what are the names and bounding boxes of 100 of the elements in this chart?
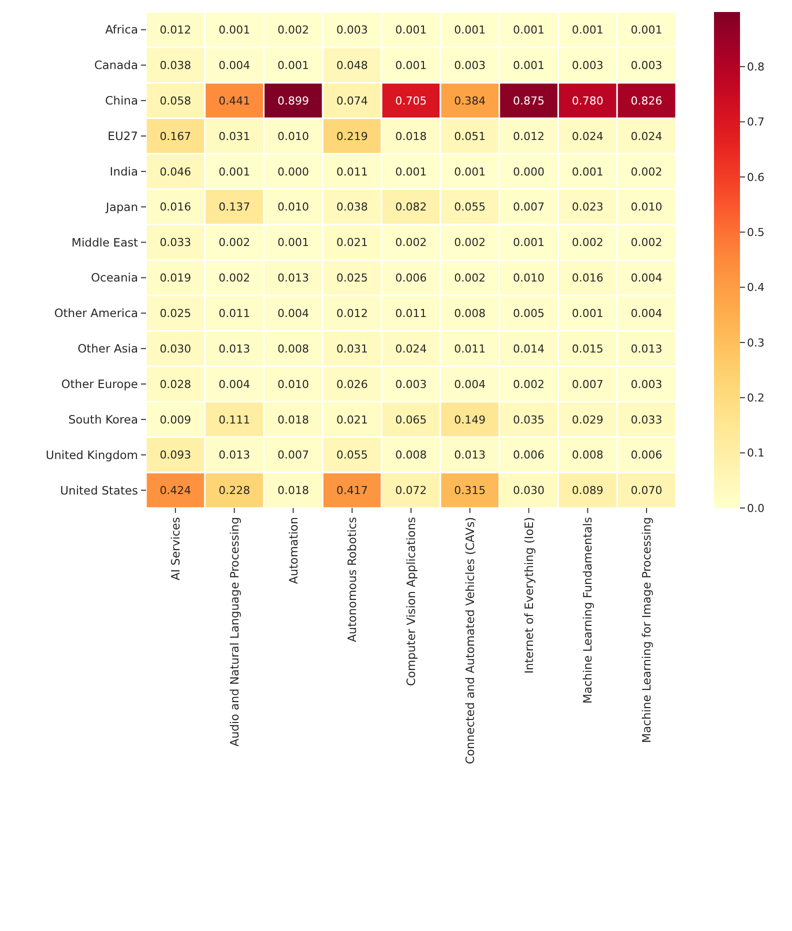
data-label: 0.046 (160, 165, 192, 178)
data-label: 0.013 (277, 272, 309, 285)
data-label: 0.012 (160, 24, 192, 37)
data-label: 0.010 (513, 272, 545, 285)
data-label: 0.780 (572, 94, 604, 108)
data-label: 0.315 (454, 484, 486, 498)
data-label: 0.001 (513, 236, 545, 250)
data-label: 0.013 (218, 342, 250, 356)
data-label: 0.002 (218, 272, 250, 285)
data-label: 0.031 (336, 342, 368, 356)
data-label: 0.002 (454, 236, 486, 250)
data-label: 0.089 (572, 484, 604, 498)
data-label: 0.028 (160, 378, 192, 391)
data-label: 0.001 (454, 24, 486, 37)
data-label: 0.001 (572, 24, 604, 37)
data-label: 0.003 (630, 58, 662, 72)
data-label: 0.001 (395, 165, 427, 178)
data-label: 0.001 (218, 165, 250, 178)
color-bar-label: 0.5 (747, 226, 764, 239)
color-bar-label: 0.1 (747, 446, 764, 460)
data-label: 0.384 (454, 94, 486, 108)
data-label: 0.055 (336, 448, 368, 462)
color-bar-label: 0.6 (747, 170, 764, 184)
data-label: 0.055 (454, 200, 486, 214)
data-label: 0.001 (218, 24, 250, 37)
y-tick-label: Other Europe (61, 377, 138, 392)
data-label: 0.012 (513, 130, 545, 143)
data-label: 0.002 (454, 272, 486, 285)
data-label: 0.002 (395, 236, 427, 250)
data-label: 0.001 (630, 24, 662, 37)
data-label: 0.065 (395, 413, 427, 426)
data-label: 0.038 (160, 58, 192, 72)
data-label: 0.024 (572, 130, 604, 143)
data-label: 0.002 (218, 236, 250, 250)
x-tick-label: AI Services (168, 517, 182, 580)
data-label: 0.003 (395, 378, 427, 391)
data-label: 0.070 (630, 484, 662, 498)
color-bar-label: 0.7 (747, 116, 764, 129)
data-label: 0.013 (218, 448, 250, 462)
data-label: 0.111 (218, 413, 250, 426)
data-label: 0.826 (630, 94, 662, 108)
data-label: 0.010 (277, 130, 309, 143)
data-label: 0.009 (160, 413, 192, 426)
data-label: 0.006 (513, 448, 545, 462)
data-label: 0.008 (572, 448, 604, 462)
data-label: 0.030 (160, 342, 192, 356)
data-label: 0.014 (513, 342, 545, 356)
data-label: 0.012 (336, 306, 368, 320)
data-label: 0.004 (630, 306, 662, 320)
data-label: 0.001 (454, 165, 486, 178)
y-tick-label: Middle East (72, 235, 138, 250)
data-label: 0.875 (513, 94, 545, 108)
data-label: 0.417 (336, 484, 368, 498)
data-label: 0.149 (454, 413, 486, 426)
data-label: 0.021 (336, 413, 368, 426)
y-tick-label: EU27 (108, 129, 138, 144)
data-label: 0.003 (630, 378, 662, 391)
data-label: 0.004 (218, 58, 250, 72)
data-label: 0.167 (160, 130, 192, 143)
color-bar-label: 0.8 (747, 60, 764, 74)
color-bar-label: 0.3 (747, 336, 764, 350)
x-tick-label: Machine Learning Fundamentals (580, 517, 595, 704)
color-bar-label: 0.4 (747, 281, 764, 294)
data-label: 0.010 (277, 200, 309, 214)
data-label: 0.016 (572, 272, 604, 285)
data-label: 0.003 (572, 58, 604, 72)
data-label: 0.219 (336, 130, 368, 143)
data-label: 0.003 (336, 24, 368, 37)
data-label: 0.011 (218, 306, 250, 320)
data-label: 0.001 (395, 58, 427, 72)
data-label: 0.008 (277, 342, 309, 356)
data-label: 0.023 (572, 200, 604, 214)
data-label: 0.018 (277, 413, 309, 426)
data-label: 0.093 (160, 448, 192, 462)
data-label: 0.018 (277, 484, 309, 498)
x-tick-label: Automation (286, 517, 300, 584)
data-label: 0.025 (336, 272, 368, 285)
x-tick-label: Connected and Automated Vehicles (CAVs) (462, 517, 477, 764)
data-label: 0.021 (336, 236, 368, 250)
y-tick-label: South Korea (68, 412, 138, 426)
data-label: 0.018 (395, 130, 427, 143)
data-label: 0.024 (395, 342, 427, 356)
data-label: 0.004 (454, 378, 486, 391)
data-label: 0.035 (513, 413, 545, 426)
data-label: 0.082 (395, 200, 427, 214)
data-label: 0.038 (336, 200, 368, 214)
y-tick-label: India (110, 164, 138, 178)
y-tick-label: United Kingdom (46, 448, 138, 462)
color-bar-label: 0.0 (747, 502, 764, 515)
data-label: 0.005 (513, 306, 545, 320)
data-label: 0.002 (513, 378, 545, 391)
data-label: 0.006 (395, 272, 427, 285)
data-label: 0.010 (277, 378, 309, 391)
data-label: 0.002 (630, 165, 662, 178)
data-label: 0.015 (572, 342, 604, 356)
data-label: 0.031 (218, 130, 250, 143)
data-label: 0.029 (572, 413, 604, 426)
data-label: 0.033 (630, 413, 662, 426)
data-label: 0.007 (277, 448, 309, 462)
x-tick-label: Computer Vision Applications (404, 516, 418, 686)
